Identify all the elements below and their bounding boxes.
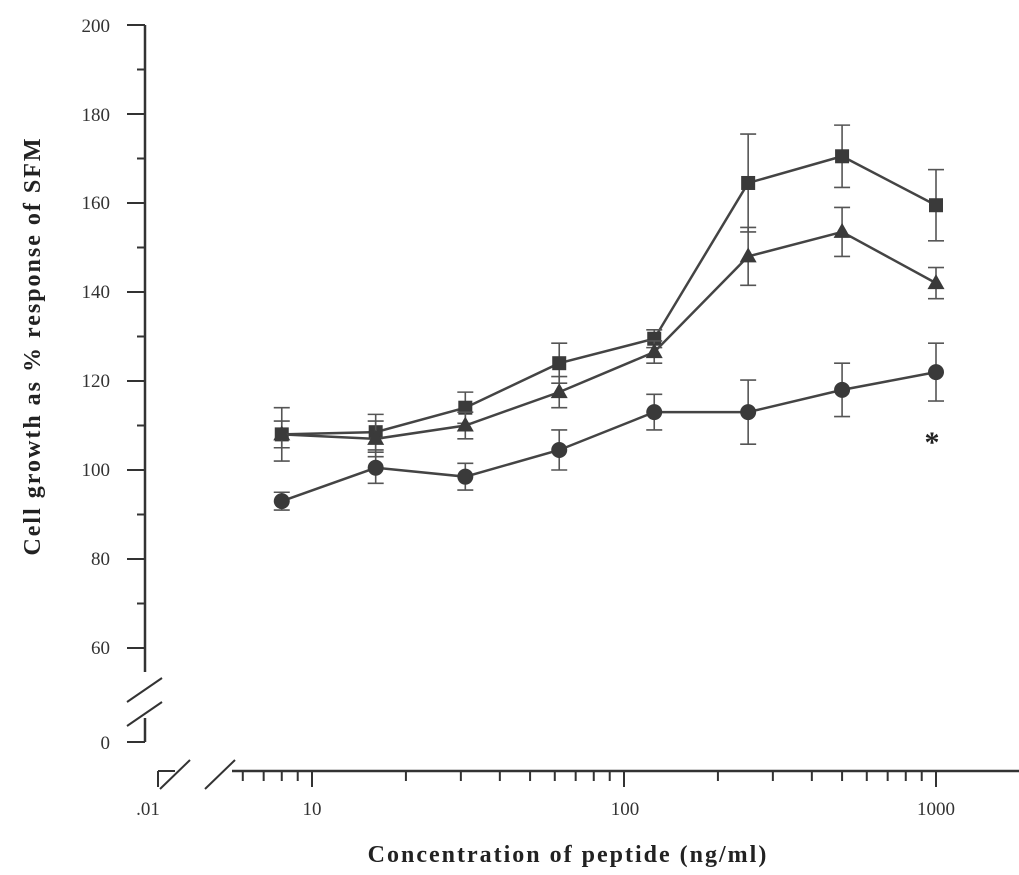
data-point-circle: [457, 468, 474, 485]
y-axis-title: Cell growth as % response of SFM: [20, 136, 46, 555]
data-point-triangle: [367, 429, 385, 445]
data-point-circle: [834, 381, 851, 398]
series-triangle: [273, 206, 945, 458]
x-axis-ticks: [241, 771, 937, 787]
data-point-triangle: [456, 416, 474, 432]
series-circle: [273, 342, 944, 511]
data-point-triangle: [550, 383, 568, 399]
data-point-square: [835, 149, 850, 164]
series-line: [281, 154, 937, 436]
data-point-circle: [367, 459, 384, 476]
y-tick-label: 120: [82, 371, 111, 392]
data-point-square: [647, 331, 662, 346]
plot-series: [273, 124, 945, 511]
x-tick-label: .01: [136, 799, 160, 820]
data-point-square: [552, 356, 567, 371]
series-square: [273, 124, 944, 462]
data-point-circle: [551, 441, 568, 458]
y-tick-label: 200: [82, 16, 111, 37]
x-tick-label: 10: [303, 799, 322, 820]
y-axis-ticks: [127, 24, 145, 649]
data-point-circle: [928, 364, 944, 381]
data-point-circle: [740, 404, 757, 421]
data-point-circle: [646, 404, 663, 421]
y-tick-label: 180: [82, 105, 111, 126]
y-tick-label: 140: [82, 282, 111, 303]
x-axis-title: Concentration of peptide (ng/ml): [368, 842, 769, 868]
significance-asterisk: *: [925, 426, 940, 459]
y-tick-label: 160: [82, 193, 111, 214]
y-axis-break-mark: [126, 677, 163, 703]
data-point-triangle: [833, 222, 851, 238]
x-axis-break-mark: [159, 759, 191, 790]
x-tick-label: 100: [611, 799, 640, 820]
data-point-square: [929, 198, 943, 213]
y-tick-label: 60: [91, 638, 110, 659]
data-point-triangle: [927, 274, 945, 290]
x-tick-label: 1000: [917, 799, 955, 820]
series-line: [281, 370, 937, 503]
x-axis-break-mark: [204, 759, 236, 790]
y-tick-label: 100: [82, 460, 111, 481]
data-point-circle: [273, 493, 290, 510]
data-point-square: [458, 400, 473, 415]
data-point-triangle: [739, 247, 757, 263]
series-line: [281, 230, 937, 441]
y-axis-break-mark: [126, 701, 163, 727]
y-tick-label: 0: [101, 733, 111, 754]
y-tick-label: 80: [91, 549, 110, 570]
data-point-triangle: [645, 343, 663, 359]
data-point-square: [741, 175, 756, 190]
data-point-triangle: [273, 425, 291, 441]
